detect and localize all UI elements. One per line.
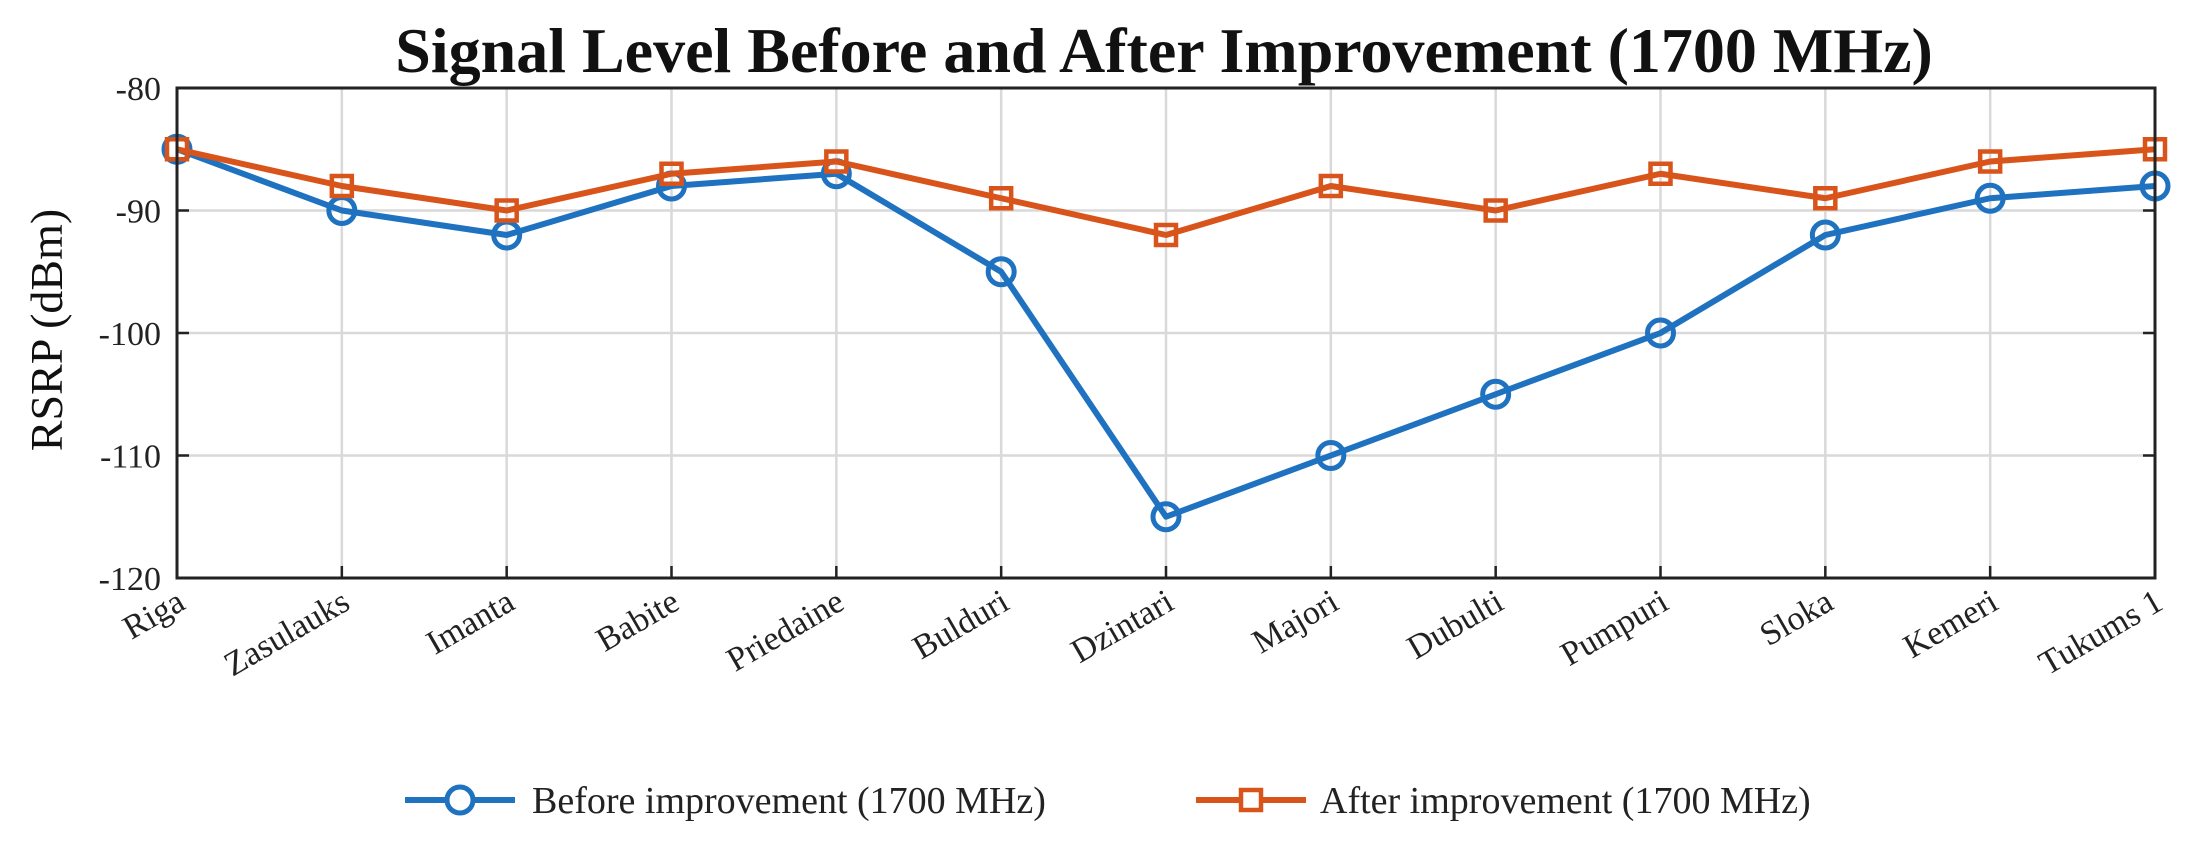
x-tick-labels: Riga Zasulauks Imanta Babite Priedaine Buldur… [117,566,2169,684]
data-point [1977,149,2003,174]
data-point [1483,198,1508,223]
legend: Before improvement (1700 MHz) After impro… [405,780,1811,822]
legend-entry-2: After improvement (1700 MHz) [1196,780,1811,822]
data-point [659,161,684,186]
series-line [175,146,2156,520]
series-1 [161,133,2171,533]
data-point [1809,219,1841,251]
legend-marker [444,784,476,816]
y-axis-label: RSRP (dBm) [21,209,72,451]
x-tick-label: Dzintari [1065,583,1180,671]
data-point [1645,317,1676,349]
x-tick-label: Priedaine [721,583,851,679]
x-tick-label: Zasulauks [218,583,356,684]
data-point [1480,378,1512,410]
data-point [1153,222,1179,248]
x-tick-label: Babite [590,583,685,659]
x-tick-label: Pumpuri [1555,583,1675,674]
y-tick-label: -120 [99,561,161,598]
chart-title: Signal Level Before and After Improvemen… [395,15,1933,86]
y-tick-label: -90 [116,194,161,231]
legend-marker [1238,787,1264,813]
legend-label: Before improvement (1700 MHz) [532,780,1046,822]
legend-entry-1: Before improvement (1700 MHz) [405,780,1046,822]
x-tick-label: Imanta [420,583,520,662]
x-tick-label: Majori [1246,583,1345,661]
data-point [1318,173,1344,199]
data-point [824,149,849,174]
legend-label: After improvement (1700 MHz) [1320,780,1811,822]
y-tick-label: -80 [116,71,161,108]
data-point [1648,161,1673,186]
data-point [985,256,1017,288]
y-tick-label: -100 [99,316,161,353]
data-point [329,173,355,199]
x-tick-label: Kemeri [1897,583,2004,666]
x-tick-label: Sloka [1754,583,1840,654]
data-point [1150,501,1182,533]
series-lines [161,133,2171,533]
data-point [988,186,1014,211]
data-point [494,198,519,223]
y-tick-label: -110 [100,439,161,476]
x-tick-label: Bulduri [907,583,1015,667]
x-tick-label: Tukums 1 [2033,583,2169,683]
y-tick-labels: -80 -90 -100 -110 -120 [99,71,2155,598]
series-line [176,146,2156,238]
data-point [1315,440,1347,471]
data-point [1813,186,1838,211]
x-tick-label: Dubulti [1401,583,1509,667]
data-point [1974,182,2006,214]
